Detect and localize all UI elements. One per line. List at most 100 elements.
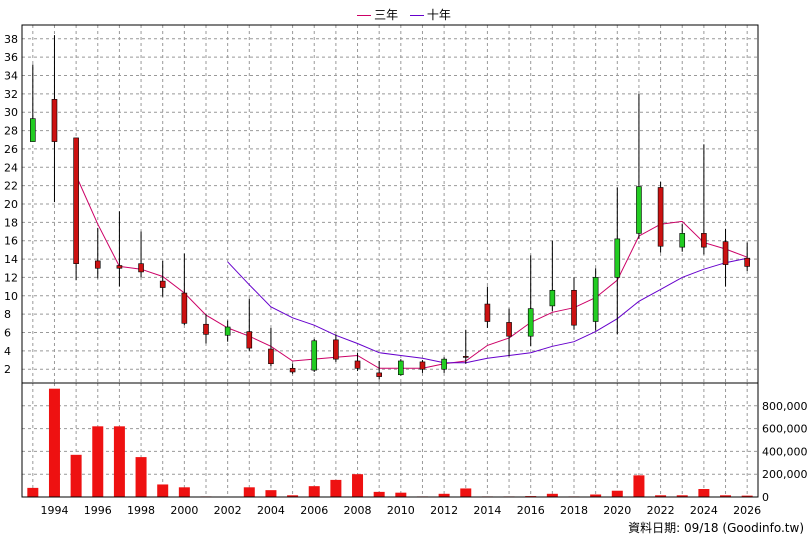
volume-bar: [330, 479, 342, 497]
price-tick-label: 28: [4, 125, 18, 138]
volume-bar: [741, 495, 753, 497]
candle: [722, 228, 729, 287]
candle: [484, 286, 491, 328]
legend-swatch-ma3: [357, 15, 372, 16]
candle: [527, 255, 534, 347]
candle-body: [30, 118, 36, 142]
candle: [462, 329, 469, 364]
candle: [419, 360, 426, 373]
footer-source: (Goodinfo.tw): [722, 521, 804, 535]
candle-body: [181, 292, 188, 324]
data-date-footer: 資料日期: 09/18 (Goodinfo.tw): [628, 519, 804, 536]
candle: [159, 260, 166, 297]
volume-bar: [157, 484, 169, 497]
chart-grid: [22, 25, 758, 498]
year-tick-label: 2016: [517, 504, 545, 517]
candle-body: [268, 348, 274, 365]
moving-average-lines: [75, 175, 748, 369]
price-tick-label: 36: [4, 51, 18, 64]
year-tick-label: 2008: [344, 504, 372, 517]
volume-bar: [308, 486, 320, 497]
candle-body: [419, 361, 426, 370]
year-tick-label: 2006: [300, 504, 328, 517]
price-tick-label: 22: [4, 180, 18, 193]
price-tick-label: 24: [4, 161, 18, 174]
volume-bar: [265, 490, 277, 497]
volume-bar: [178, 487, 190, 497]
candle-body: [159, 280, 166, 288]
volume-bar: [655, 495, 667, 497]
price-tick-label: 4: [4, 345, 11, 358]
candle: [701, 144, 707, 255]
year-tick-label: 2026: [733, 504, 761, 517]
price-tick-label: 16: [4, 235, 18, 248]
volume-bar: [546, 493, 558, 497]
candle-body: [462, 356, 469, 358]
volume-bar: [352, 474, 364, 497]
volume-bar: [720, 495, 732, 497]
candle-body: [138, 263, 144, 273]
legend-item-ma3: 三年: [357, 6, 398, 23]
volume-bar: [113, 426, 125, 497]
candle: [614, 187, 621, 335]
candle-body: [506, 322, 512, 337]
volume-bar: [676, 495, 688, 497]
candle: [289, 363, 296, 374]
candle: [354, 352, 361, 372]
volume-bar: [48, 388, 60, 497]
volume-bar: [460, 488, 472, 497]
legend-item-ma10: 十年: [409, 6, 451, 23]
candle: [73, 137, 79, 281]
volume-plot-frame: [21, 382, 759, 498]
candle: [94, 227, 101, 279]
year-tick-label: 1994: [40, 504, 68, 517]
candle-body: [592, 277, 599, 322]
candle: [268, 327, 274, 367]
candle-body: [224, 326, 231, 336]
price-tick-label: 14: [4, 253, 18, 266]
candle-body: [484, 303, 491, 322]
year-tick-label: 2018: [560, 504, 588, 517]
year-tick-label: 2022: [647, 504, 675, 517]
candle: [636, 93, 642, 239]
ma3-line: [75, 175, 748, 369]
year-tick-label: 2024: [690, 504, 718, 517]
volume-tick-label: 600,000: [762, 423, 808, 436]
price-tick-label: 30: [4, 106, 18, 119]
candle-body: [549, 289, 556, 307]
chart-axes: [21, 24, 759, 498]
volume-bar: [92, 426, 104, 497]
candle-body: [722, 241, 729, 265]
price-tick-label: 10: [4, 290, 18, 303]
price-tick-label: 2: [4, 363, 11, 376]
candle-body: [116, 265, 123, 269]
price-tick-label: 8: [4, 308, 11, 321]
candle-body: [203, 323, 209, 335]
candle-body: [311, 340, 318, 371]
volume-bar: [27, 487, 39, 497]
candle: [203, 314, 209, 344]
candle-body: [289, 368, 296, 373]
legend-label-ma10: 十年: [426, 8, 451, 22]
candle: [571, 277, 577, 330]
footer-date: 09/18: [683, 521, 719, 535]
volume-bar: [698, 489, 710, 497]
candle-body: [679, 233, 686, 248]
footer-label: 資料日期:: [628, 521, 681, 535]
year-tick-label: 1996: [84, 504, 112, 517]
volume-bar: [70, 454, 82, 497]
volume-bar: [373, 491, 385, 497]
volume-bar: [287, 495, 299, 497]
candle: [333, 334, 339, 362]
legend-label-ma3: 三年: [374, 8, 399, 22]
candle: [30, 64, 36, 142]
candle-body: [571, 289, 577, 326]
chart-legend: 三年 十年: [0, 6, 808, 23]
candle: [441, 357, 447, 373]
volume-bars: [27, 388, 753, 498]
candle: [51, 35, 58, 203]
candle: [181, 253, 188, 326]
candle: [376, 360, 382, 380]
year-tick-label: 1998: [127, 504, 155, 517]
tick-labels: 24681012141618202224262830323436380200,0…: [4, 33, 808, 517]
